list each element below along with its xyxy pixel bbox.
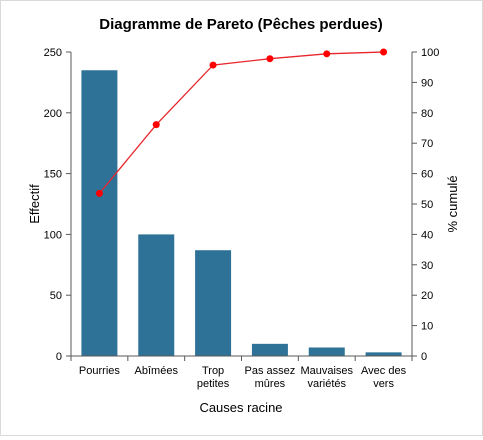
y-axis-title: Effectif: [27, 184, 42, 224]
y2-tick-label: 20: [421, 290, 433, 302]
y-tick-label: 250: [44, 47, 62, 59]
x-tick-label: Mauvaises variétés: [300, 365, 353, 390]
y-tick-label: 50: [50, 290, 62, 302]
bar-0: [81, 70, 118, 357]
x-axis-title: Causes racine: [199, 400, 282, 415]
x-tick-label-line: Mauvaises: [300, 365, 353, 377]
x-tick-label-line: Avec des: [361, 365, 407, 377]
x-tick-label-line: petites: [197, 378, 230, 390]
x-tick-label: Avec des vers: [361, 365, 407, 390]
y2-tick-label: 70: [421, 138, 433, 150]
cumulative-point-5: [380, 48, 388, 56]
cumulative-line: [98, 51, 384, 194]
y2-tick-label: 30: [421, 260, 433, 272]
y-tick-label: 0: [56, 351, 62, 363]
x-tick-label: Trop petites: [197, 365, 230, 390]
y-tick-label: 200: [44, 108, 62, 120]
bar-5: [365, 352, 402, 356]
bar-2: [195, 250, 232, 356]
y2-tick-label: 50: [421, 199, 433, 211]
bar-4: [308, 347, 345, 356]
y2-tick-label: 0: [421, 351, 427, 363]
y2-tick-label: 90: [421, 77, 433, 89]
cumulative-point-4: [323, 50, 331, 58]
cumulative-point-3: [266, 55, 274, 63]
x-tick-label-line: variétés: [307, 378, 346, 390]
x-tick-label-line: Pas assez: [245, 365, 296, 377]
cumulative-point-1: [152, 121, 160, 129]
chart-title: Diagramme de Pareto (Pêches perdues): [99, 16, 382, 33]
x-tick-label-line: Abîmées: [135, 365, 179, 377]
cumulative-point-0: [95, 189, 103, 197]
y2-tick-label: 40: [421, 229, 433, 241]
axes-group: [66, 51, 417, 361]
cumulative-point-2: [209, 61, 217, 69]
bar-3: [251, 343, 288, 356]
x-tick-label-line: vers: [373, 378, 394, 390]
x-tick-label: Abîmées: [135, 365, 179, 377]
y2-tick-label: 80: [421, 108, 433, 120]
bars-group: [81, 70, 402, 357]
labels-group: 0 50 100 150 200 250 0 10 20 30 40 50 60 70 80 90 100 Pou…: [44, 47, 440, 390]
cumulative-line-group: [95, 48, 388, 197]
y2-axis-title: % cumulé: [445, 175, 460, 232]
x-tick-label: Pourries: [79, 365, 120, 377]
y-tick-label: 150: [44, 169, 62, 181]
x-tick-label: Pas assez mûres: [245, 365, 296, 390]
x-tick-label-line: Trop: [202, 365, 224, 377]
x-tick-label-line: mûres: [255, 378, 286, 390]
bar-1: [138, 234, 175, 356]
y-tick-label: 100: [44, 229, 62, 241]
y2-tick-label: 10: [421, 321, 433, 333]
x-tick-label-line: Pourries: [79, 365, 120, 377]
y2-tick-label: 100: [421, 47, 439, 59]
y2-tick-label: 60: [421, 169, 433, 181]
